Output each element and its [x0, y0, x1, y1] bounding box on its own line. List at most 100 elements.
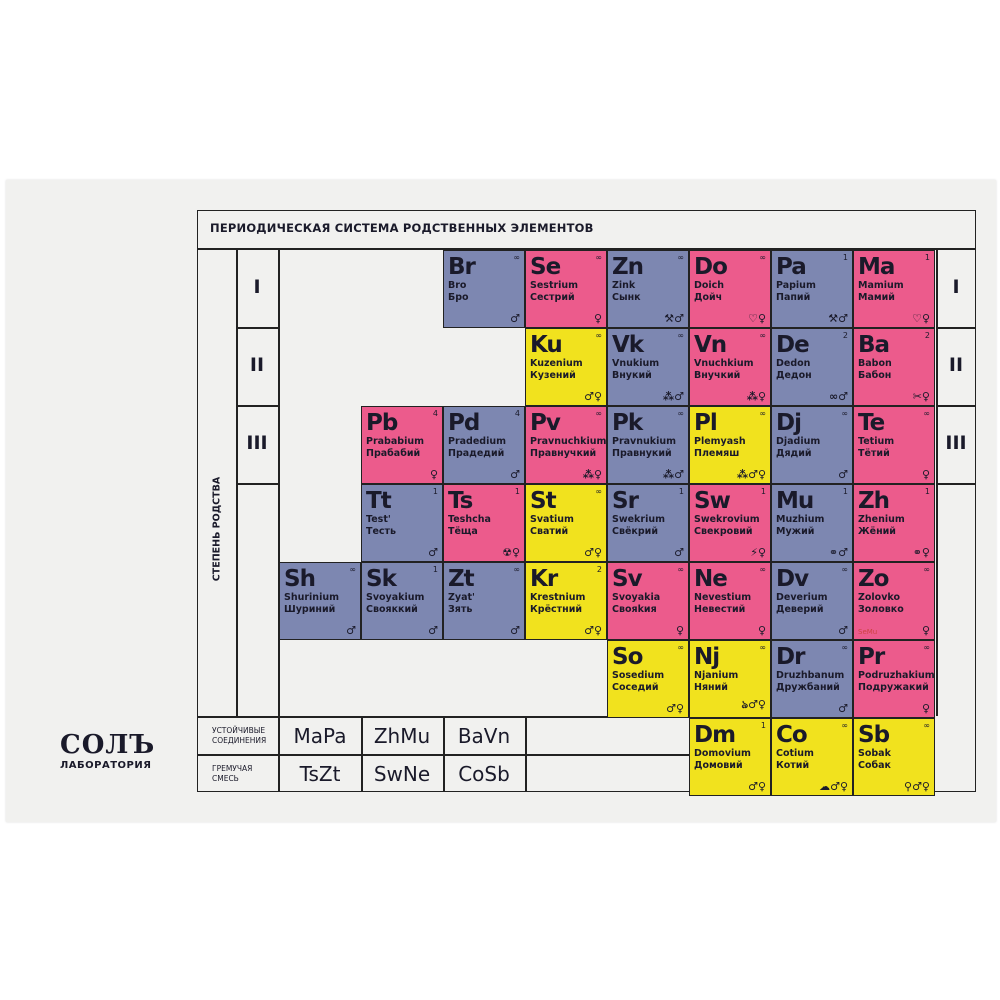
degree-axis-label: СТЕПЕНЬ РОДСТВА: [197, 477, 236, 581]
element-count: 1: [432, 565, 438, 574]
element-count: ∞: [595, 331, 602, 340]
element-symbol: Mu: [776, 488, 814, 514]
element-latin-name: Teshcha: [448, 514, 491, 525]
element-tile-ne: Ne Nevestium Невестий ∞ ♀: [689, 562, 771, 640]
divider: [936, 248, 938, 716]
element-count: 1: [924, 253, 930, 262]
element-count: ∞: [759, 409, 766, 418]
element-latin-name: Doich: [694, 280, 725, 291]
element-tile-sw: Sw Swekrovium Свекровий 1 ⚡♀: [689, 484, 771, 562]
element-symbol: Pd: [448, 410, 480, 436]
element-count: ∞: [513, 565, 520, 574]
element-latin-name: Njanium: [694, 670, 739, 681]
element-count: 1: [760, 721, 766, 730]
element-symbol: Ma: [858, 254, 895, 280]
element-count: 1: [842, 253, 848, 262]
element-note: SeMu: [858, 628, 878, 636]
element-cyrillic-name: Кузений: [530, 370, 576, 381]
element-count: 2: [842, 331, 848, 340]
element-tile-dv: Dv Deverium Деверий ∞ ♂: [771, 562, 853, 640]
element-symbol: Dj: [776, 410, 802, 436]
element-count: ∞: [759, 253, 766, 262]
explosive-compound: SwNe: [373, 762, 431, 786]
gender-icon: ⚒♂: [828, 312, 848, 325]
element-cyrillic-name: Бабон: [858, 370, 892, 381]
element-cyrillic-name: Собак: [858, 760, 891, 771]
gender-icon: ♂♀: [666, 702, 684, 715]
logo: СОЛЪ ЛАБОРАТОРИЯ: [60, 730, 154, 771]
element-latin-name: Druzhbanum: [776, 670, 845, 681]
gender-icon: ♂: [674, 546, 684, 559]
element-symbol: Pv: [530, 410, 561, 436]
divider: [278, 248, 280, 792]
element-count: ∞: [923, 643, 930, 652]
element-tile-sh: Sh Shurinium Шуриний ∞ ♂: [279, 562, 361, 640]
element-count: ∞: [513, 253, 520, 262]
element-cyrillic-name: Тёща: [448, 526, 478, 537]
element-latin-name: Mamium: [858, 280, 904, 291]
element-latin-name: Nevestium: [694, 592, 752, 603]
element-cyrillic-name: Внучкий: [694, 370, 741, 381]
gender-icon: ♀: [921, 468, 930, 481]
degree-label-1: I: [253, 276, 261, 298]
element-cyrillic-name: Бро: [448, 292, 469, 303]
element-tile-pr: Pr Podruzhakium Подружакий ∞ ♀: [853, 640, 935, 718]
divider: [443, 716, 445, 792]
element-tile-dr: Dr Druzhbanum Дружбаний ∞ ♂: [771, 640, 853, 718]
gender-icon: ♀: [921, 702, 930, 715]
divider: [236, 248, 238, 716]
element-count: 1: [924, 487, 930, 496]
element-count: ∞: [677, 253, 684, 262]
page-title: ПЕРИОДИЧЕСКАЯ СИСТЕМА РОДСТВЕННЫХ ЭЛЕМЕН…: [210, 221, 594, 235]
gender-icon: ⁂♀: [746, 390, 766, 403]
element-cyrillic-name: Свояkия: [612, 604, 657, 615]
element-cyrillic-name: Дедон: [776, 370, 812, 381]
element-tile-pd: Pd Pradedium Прадедий 4 ♂: [443, 406, 525, 484]
element-cyrillic-name: Тесть: [366, 526, 397, 537]
element-symbol: Dm: [694, 722, 736, 748]
element-tile-ma: Ma Mamium Мамий 1 ♡♀: [853, 250, 935, 328]
element-cyrillic-name: Деверий: [776, 604, 824, 615]
element-latin-name: Zhenium: [858, 514, 905, 525]
element-latin-name: Sosedium: [612, 670, 665, 681]
element-latin-name: Sestrium: [530, 280, 579, 291]
stable-compound: BaVn: [457, 724, 511, 748]
degree-label-1-right: I: [952, 276, 960, 298]
gender-icon: ♡♀: [748, 312, 766, 325]
element-cyrillic-name: Няний: [694, 682, 728, 693]
element-cyrillic-name: Прадедий: [448, 448, 505, 459]
divider: [525, 716, 527, 792]
element-tile-do: Do Doich Дойч ∞ ♡♀: [689, 250, 771, 328]
gender-icon: ♂: [510, 624, 520, 637]
divider: [236, 405, 278, 407]
element-latin-name: Shurinium: [284, 592, 339, 603]
element-symbol: So: [612, 644, 643, 670]
element-latin-name: Zink: [612, 280, 636, 291]
element-count: ∞: [595, 253, 602, 262]
element-count: 1: [514, 487, 520, 496]
element-tile-sv: Sv Svoyakia Свояkия ∞ ♀: [607, 562, 689, 640]
gender-icon: ⚡♀: [750, 546, 766, 559]
element-latin-name: Babon: [858, 358, 892, 369]
element-symbol: Zn: [612, 254, 644, 280]
element-cyrillic-name: Мужий: [776, 526, 815, 537]
element-tile-zt: Zt Zyat' Зять ∞ ♂: [443, 562, 525, 640]
element-tile-ts: Ts Teshcha Тёща 1 ☢♀: [443, 484, 525, 562]
element-symbol: Kr: [530, 566, 558, 592]
element-count: 4: [514, 409, 520, 418]
gender-icon: ⁂♂♀: [736, 468, 766, 481]
element-latin-name: Vnukium: [612, 358, 660, 369]
element-count: ∞: [759, 643, 766, 652]
element-latin-name: Pravnuchkium: [530, 436, 607, 447]
element-symbol: Pb: [366, 410, 398, 436]
element-symbol: Pa: [776, 254, 807, 280]
element-cyrillic-name: Прабабий: [366, 448, 421, 459]
divider: [936, 405, 976, 407]
degree-label-2: II: [249, 354, 265, 376]
element-count: ∞: [841, 565, 848, 574]
gender-icon: ♂♀: [748, 780, 766, 793]
element-tile-sr: Sr Swekrium Свёкрий 1 ♂: [607, 484, 689, 562]
element-latin-name: Pradedium: [448, 436, 507, 447]
element-tile-pl: Pl Plemyash Племяш ∞ ⁂♂♀: [689, 406, 771, 484]
element-latin-name: Prababium: [366, 436, 424, 447]
